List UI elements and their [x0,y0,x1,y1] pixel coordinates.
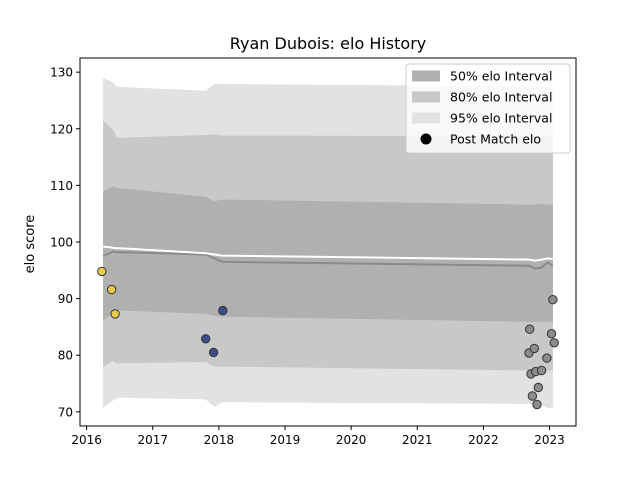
post-match-point-5 [218,305,228,316]
legend-label-1: 80% elo Interval [450,90,552,105]
y-tick-label-110: 110 [50,179,73,193]
post-match-points [97,266,559,410]
mean-lines [102,245,554,270]
y-tick-label-90: 90 [58,292,73,306]
x-tick-label-2018: 2018 [204,433,235,447]
y-tick-label-100: 100 [50,236,73,250]
post-match-point-4 [208,347,219,358]
y-axis-ticks: 70 80 90 100 110 120 130 [50,66,80,419]
post-match-point-16 [546,329,557,339]
post-match-point-12 [532,399,542,410]
white-reference-line [102,245,554,262]
legend: 50% elo Interval 80% elo Interval 95% elo … [405,63,571,154]
post-match-point-7 [525,324,535,334]
legend-swatch-1 [412,91,440,103]
mean-elo-line [102,250,554,270]
legend-swatch-0 [412,70,440,82]
y-axis-label: elo score [23,215,38,274]
legend-label-0: 50% elo Interval [450,69,552,84]
interval-bands [103,77,553,409]
band-50 [103,186,553,322]
legend-label-3: Post Match elo [450,132,541,147]
post-match-point-10 [529,343,539,354]
post-match-point-1 [107,284,117,295]
legend-marker-3 [420,133,432,145]
post-match-point-17 [548,295,558,305]
legend-label-2: 95% elo Interval [450,111,552,126]
x-axis-ticks: 2016 2017 2018 2019 2020 2021 2022 2023 [71,426,565,447]
post-match-point-14 [536,365,547,376]
post-match-point-18 [549,338,559,348]
post-match-point-0 [97,266,107,277]
y-tick-label-70: 70 [58,405,73,419]
x-tick-label-2019: 2019 [270,433,301,447]
post-match-point-9 [527,391,538,401]
post-match-point-15 [542,353,552,363]
x-tick-label-2016: 2016 [71,433,102,447]
y-tick-label-120: 120 [50,122,73,136]
post-match-point-2 [110,309,120,319]
x-tick-label-2023: 2023 [534,433,565,447]
legend-box [405,63,571,154]
legend-swatch-2 [412,112,440,124]
y-tick-label-130: 130 [50,66,73,80]
post-match-point-13 [533,382,543,393]
x-tick-label-2020: 2020 [336,433,367,447]
y-tick-label-80: 80 [58,349,73,363]
x-tick-label-2021: 2021 [402,433,433,447]
post-match-point-3 [201,334,211,344]
chart-title: Ryan Dubois: elo History [230,34,427,53]
x-tick-label-2017: 2017 [137,433,168,447]
x-tick-label-2022: 2022 [468,433,499,447]
